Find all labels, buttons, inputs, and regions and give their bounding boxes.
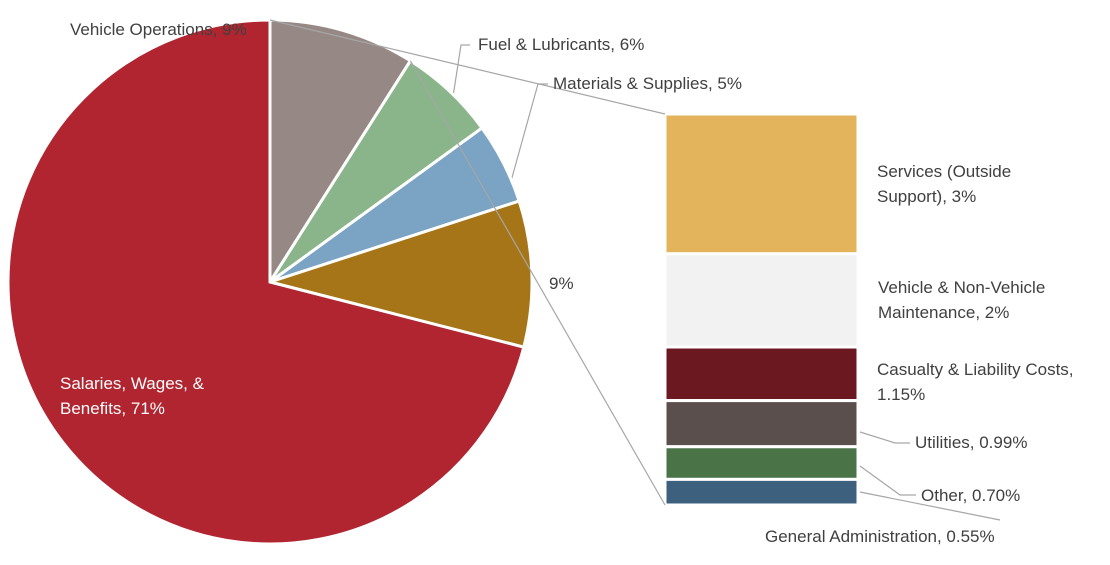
leader-line <box>449 44 470 117</box>
leader-line <box>507 83 548 193</box>
slice-label: Salaries, Wages, & Benefits, 71% <box>60 374 204 418</box>
slice-label: Fuel & Lubricants, 6% <box>478 35 645 54</box>
bar-label: General Administration, 0.55% <box>765 527 995 546</box>
bar-segment <box>663 345 860 403</box>
leader-line <box>859 431 910 444</box>
bar-segment <box>663 477 860 507</box>
slice-label: Materials & Supplies, 5% <box>553 74 742 93</box>
slice-label: Vehicle Operations, 9% <box>70 20 247 39</box>
bar-segment <box>663 112 860 256</box>
connector-line <box>409 60 666 506</box>
bar-label: Other, 0.70% <box>921 486 1021 505</box>
bar-segment <box>663 445 860 481</box>
slice-label: 9% <box>549 274 574 293</box>
bar-segment <box>663 399 860 449</box>
connector-line <box>269 19 666 115</box>
bar-label: Vehicle & Non-Vehicle Maintenance, 2% <box>878 278 1046 322</box>
bar-label: Casualty & Liability Costs, 1.15% <box>877 360 1074 404</box>
bar-label: Utilities, 0.99% <box>915 433 1028 452</box>
leader-line <box>859 465 916 496</box>
bar-label: Services (Outside Support), 3% <box>877 162 1012 206</box>
leader-line <box>859 491 1001 521</box>
bar-segment <box>663 252 860 349</box>
pie-slice <box>268 18 413 288</box>
pie-slice <box>6 18 526 546</box>
